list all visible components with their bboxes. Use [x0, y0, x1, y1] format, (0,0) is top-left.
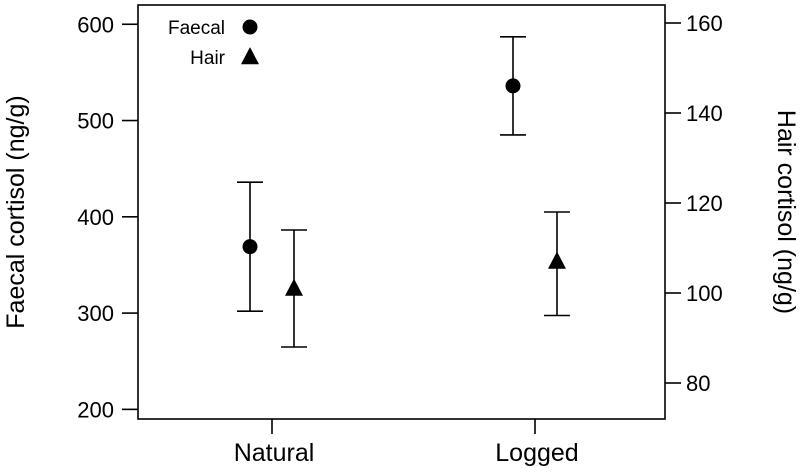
x-axis: Natural Logged [234, 419, 579, 467]
legend-marker-hair [241, 47, 259, 65]
data-marks [237, 35, 570, 348]
faecal-logged-point [505, 78, 521, 94]
left-tick-label: 400 [77, 205, 114, 230]
faecal-natural-point [242, 239, 258, 255]
right-tick-label: 160 [686, 11, 723, 36]
category-label-logged: Logged [495, 439, 578, 467]
legend-label-faecal: Faecal [168, 18, 225, 39]
right-tick-label: 100 [686, 281, 723, 306]
left-y-axis: 200 300 400 500 600 [77, 12, 138, 422]
legend-marker-faecal [242, 19, 258, 35]
left-tick-label: 300 [77, 301, 114, 326]
left-tick-label: 600 [77, 12, 114, 37]
left-axis-title: Faecal cortisol (ng/g) [2, 95, 30, 328]
left-tick-label: 200 [77, 397, 114, 422]
plot-frame [137, 4, 666, 420]
right-tick-label: 80 [686, 371, 710, 396]
left-tick-label: 500 [77, 109, 114, 134]
hair-logged-point [548, 251, 566, 269]
right-tick-label: 140 [686, 101, 723, 126]
right-axis-title: Hair cortisol (ng/g) [772, 110, 800, 314]
legend-label-hair: Hair [190, 48, 226, 69]
right-y-axis: 80 100 120 140 160 [665, 11, 723, 396]
category-label-natural: Natural [234, 439, 315, 467]
hair-natural-point [285, 278, 303, 296]
legend: Faecal Hair [168, 18, 259, 69]
right-tick-label: 120 [686, 191, 723, 216]
